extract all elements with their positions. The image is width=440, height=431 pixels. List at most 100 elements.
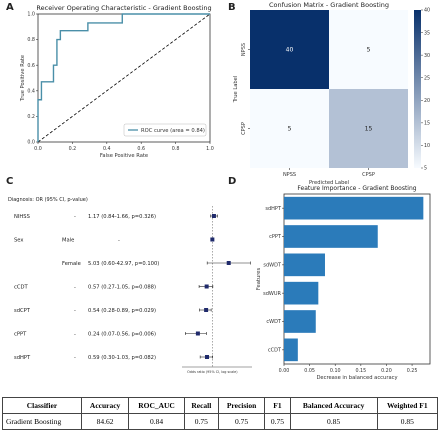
fi-x-axis-label: Decrease in balanced accuracy (316, 375, 397, 381)
roc-x-tick-label: 0.8 (172, 146, 180, 152)
forest-point-estimate (195, 331, 200, 336)
fi-y-axis-label: Features (256, 268, 262, 291)
roc-y-tick-label: 0.8 (27, 37, 35, 43)
roc-x-tick-label: 0.0 (34, 146, 42, 152)
cm-colorbar-tick-label: 10 (424, 143, 430, 149)
metrics-header-row: Classifier Accuracy ROC_AUC Recall Precision… (2, 397, 439, 414)
roc-curve-line (37, 13, 210, 142)
panel-label-d: D (228, 176, 237, 187)
forest-level-label: Male (62, 238, 74, 244)
metrics-cell: 0.84 (128, 413, 185, 430)
forest-variable-label: sdHPT (14, 355, 31, 361)
forest-variable-label: sdCPT (14, 308, 31, 314)
cm-cell (250, 89, 329, 168)
metrics-header-cell: Precision (217, 397, 266, 414)
fi-category-label: sdWDT (263, 263, 282, 269)
forest-estimate-label: 0.59 (0.30-1.03, p=0.082) (88, 355, 156, 361)
forest-variable-label: cCDT (14, 285, 28, 291)
forest-point-estimate (204, 284, 209, 289)
roc-y-tick-label: 0.0 (27, 140, 35, 146)
fi-bar (284, 310, 316, 333)
metrics-header-cell: ROC_AUC (128, 397, 185, 414)
fi-x-tick-label: 0.20 (381, 368, 392, 374)
fi-x-tick-label: 0.00 (279, 368, 290, 374)
metrics-header-cell: Recall (183, 397, 219, 414)
fi-bar (284, 225, 378, 248)
roc-legend-label: ROC curve (area = 0.84) (141, 128, 205, 134)
cm-x-tick-label: CPSP (362, 172, 375, 178)
metrics-header-cell: Classifier (2, 397, 82, 414)
forest-point-estimate (210, 237, 215, 242)
metrics-cell: 0.75 (183, 413, 219, 430)
fi-x-tick-label: 0.25 (407, 368, 418, 374)
fi-category-label: sdHPT (265, 206, 282, 212)
cm-y-axis-label: True Label (233, 76, 239, 104)
roc-y-tick-label: 1.0 (27, 12, 35, 18)
forest-estimate-label: 1.17 (0.84-1.66, p=0.326) (88, 214, 156, 220)
cm-y-tick-label: NPSS (241, 43, 247, 56)
forest-estimate-label: - (118, 238, 120, 244)
roc-x-tick-label: 0.6 (137, 146, 145, 152)
roc-x-tick-label: 0.2 (69, 146, 77, 152)
fi-bar (284, 281, 319, 305)
cm-y-tick-label: CPSP (241, 122, 247, 135)
forest-point-estimate (204, 308, 209, 312)
cm-cell-value: 5 (367, 47, 371, 54)
metrics-table: Classifier Accuracy ROC_AUC Recall Precision… (2, 397, 439, 430)
cm-colorbar (414, 10, 421, 168)
panel-label-c: C (6, 176, 14, 187)
forest-level-label: - (74, 355, 76, 361)
fi-plot-frame (283, 193, 431, 365)
forest-estimate-label: 0.24 (0.07-0.56, p=0.006) (88, 332, 156, 338)
forest-point-estimate (205, 355, 210, 359)
forest-title: Diagnosis: OR (95% CI, p-value) (8, 197, 88, 203)
forest-level-label: - (74, 285, 76, 291)
roc-x-tick-label: 1.0 (206, 146, 214, 152)
forest-x-axis-label: Odds ratio (95% CI, log scale) (187, 370, 238, 374)
forest-level-label: - (74, 332, 76, 338)
fi-x-tick-label: 0.10 (330, 368, 341, 374)
roc-y-tick-label: 0.4 (27, 88, 35, 94)
fi-category-label: cCDT (268, 348, 282, 354)
cm-colorbar-tick-label: 5 (424, 166, 427, 172)
forest-estimate-label: 5.03 (0.60-42.97, p=0.100) (88, 261, 159, 267)
fi-x-tick-label: 0.05 (304, 368, 315, 374)
forest-point-estimate (211, 214, 216, 218)
fi-title: Feature Importance - Gradient Boosting (297, 185, 416, 192)
fi-bar (284, 338, 298, 362)
cm-colorbar-tick-label: 20 (424, 98, 430, 104)
fi-bar (284, 253, 325, 277)
forest-estimate-label: 0.57 (0.27-1.05, p=0.088) (88, 285, 156, 291)
cm-cell-value: 5 (288, 126, 292, 133)
metrics-cell: 0.85 (376, 413, 439, 430)
cm-title: Confusion Matrix - Gradient Boosting (269, 1, 389, 9)
metrics-header-cell: F1 (264, 397, 291, 414)
panel-label-a: A (6, 2, 14, 13)
metrics-header-cell: Weighted F1 (376, 397, 439, 414)
cm-colorbar-tick-label: 25 (424, 75, 430, 81)
metrics-cell: 84.62 (80, 413, 130, 430)
roc-y-axis-label: True Positive Rate (20, 55, 26, 102)
cm-colorbar-tick-label: 30 (424, 53, 430, 59)
forest-level-label: - (74, 214, 76, 220)
cm-x-axis-label: Predicted Label (309, 180, 349, 186)
fi-category-label: sdWUR (263, 291, 281, 297)
fi-bar (284, 196, 424, 220)
cm-colorbar-tick-label: 15 (424, 121, 430, 127)
cm-cell-value: 40 (286, 47, 294, 54)
roc-x-axis-label: False Positive Rate (100, 153, 148, 159)
cm-cell-value: 15 (365, 126, 373, 133)
panel-label-b: B (228, 2, 236, 13)
fi-category-label: cWDT (266, 319, 282, 325)
forest-estimate-label: 0.54 (0.28-0.89, p=0.029) (88, 308, 156, 314)
cm-colorbar-tick-label: 35 (424, 30, 430, 36)
roc-title: Receiver Operating Characteristic - Grad… (36, 4, 211, 12)
metrics-cell: 0.85 (289, 413, 378, 430)
forest-variable-label: cPPT (14, 332, 27, 338)
metrics-cell: 0.75 (217, 413, 266, 430)
roc-y-tick-label: 0.2 (27, 114, 35, 120)
